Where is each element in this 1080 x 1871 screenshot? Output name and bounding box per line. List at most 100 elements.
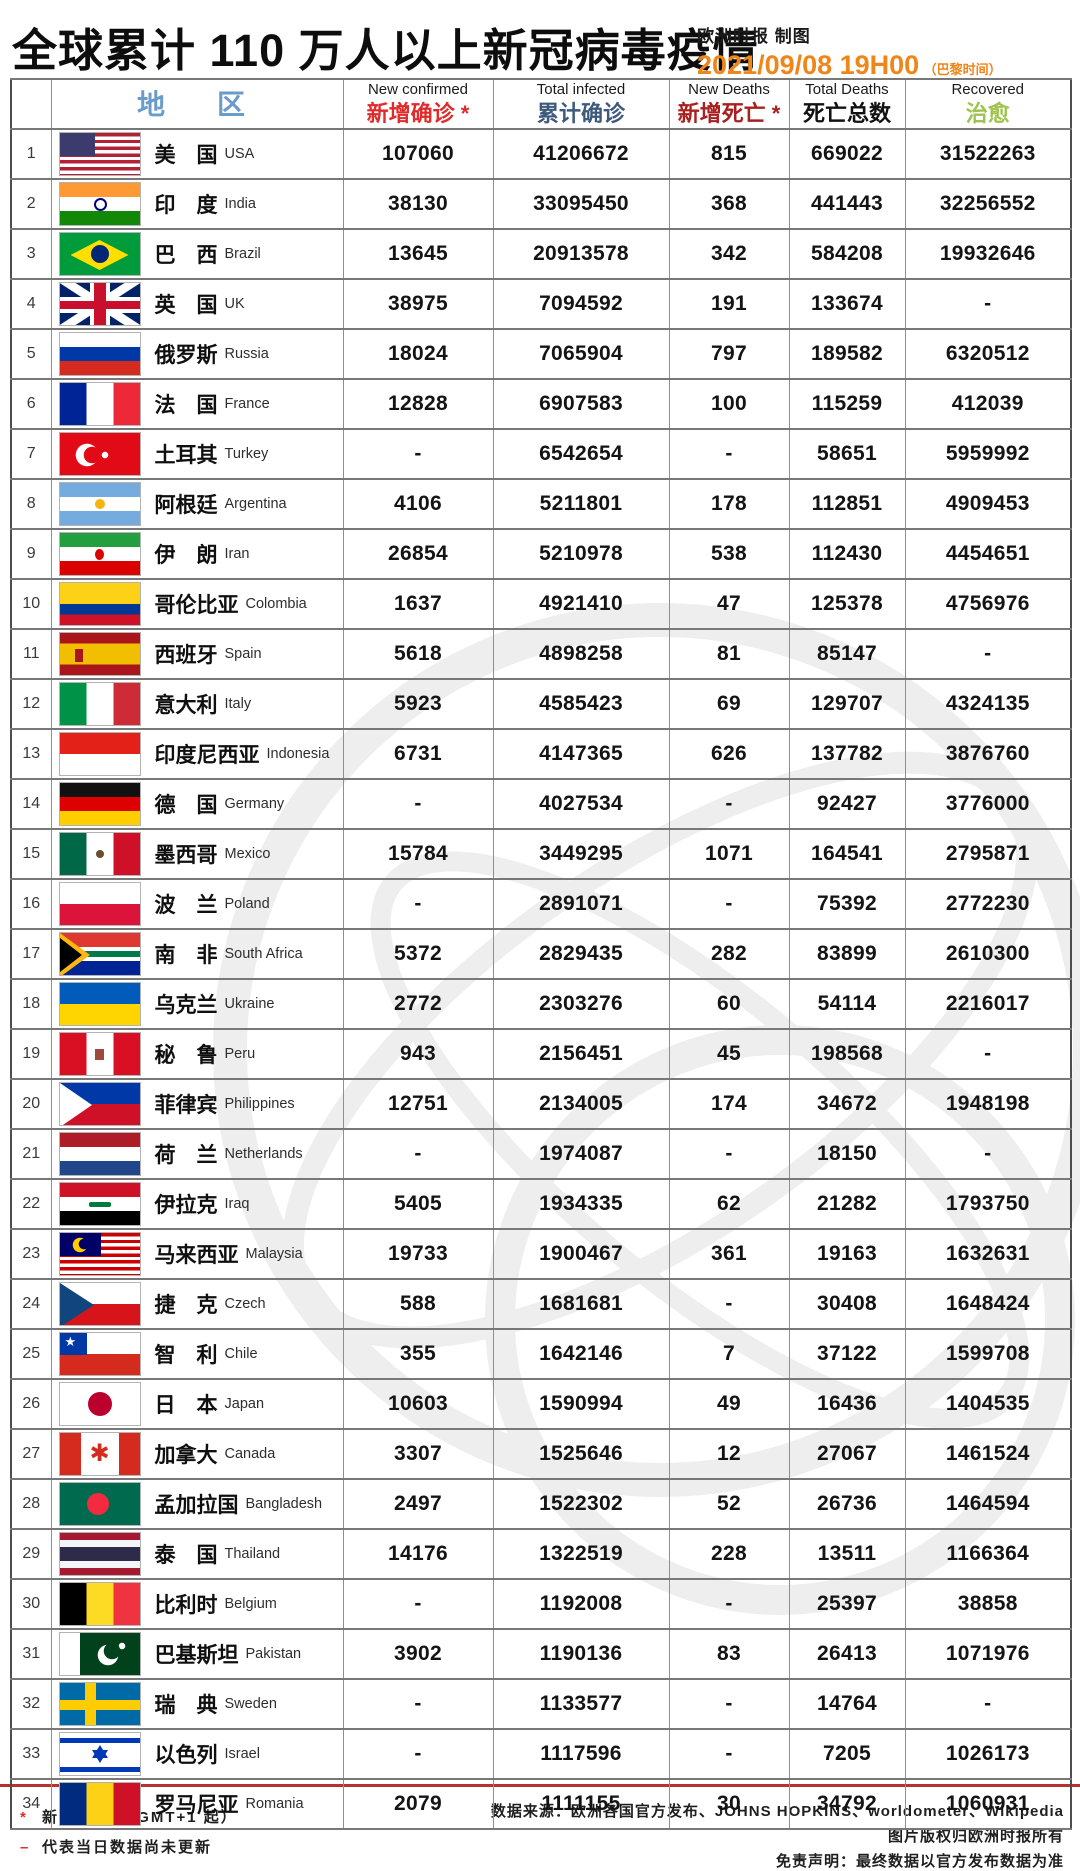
table-header-row: 地 区 New confirmed 新增确诊 * Total infected … bbox=[10, 78, 1072, 130]
new-deaths-value: 60 bbox=[668, 978, 790, 1030]
total-infected-value: 2303276 bbox=[492, 978, 670, 1030]
new-confirmed-value: 12828 bbox=[342, 378, 494, 430]
rank: 30 bbox=[22, 1595, 41, 1612]
country-name-en: Spain bbox=[224, 646, 262, 662]
country-flag-icon bbox=[58, 1682, 141, 1726]
total-infected-value: 1642146 bbox=[492, 1328, 670, 1380]
recovered-value: 4756976 bbox=[904, 578, 1072, 630]
recovered-value: 3776000 bbox=[904, 778, 1072, 830]
recovered-value: 38858 bbox=[904, 1578, 1072, 1630]
region-cell: 孟加拉国 Bangladesh bbox=[50, 1478, 344, 1530]
rank: 29 bbox=[22, 1545, 41, 1562]
rank-cell: 12 bbox=[10, 678, 52, 730]
country-name-en: Israel bbox=[224, 1746, 260, 1762]
total-deaths-value: 54114 bbox=[788, 978, 906, 1030]
region-wrap: 俄罗斯 Russia bbox=[52, 332, 343, 376]
total-infected-header-zh: 累计确诊 bbox=[536, 100, 625, 126]
region-wrap: 波 兰 Poland bbox=[52, 882, 343, 926]
rank: 12 bbox=[22, 695, 41, 712]
table-row: 22 伊拉克 Iraq 5405 1934335 62 21282 179375… bbox=[10, 1178, 1072, 1230]
region-header-label: 地 区 bbox=[136, 89, 257, 121]
country-name-en: Germany bbox=[224, 796, 285, 812]
new-deaths-value: - bbox=[668, 1278, 790, 1330]
region-wrap: 乌克兰 Ukraine bbox=[52, 982, 343, 1026]
new-confirmed-value: 19733 bbox=[342, 1228, 494, 1280]
rank-cell: 2 bbox=[10, 178, 52, 230]
country-name-en: Pakistan bbox=[245, 1646, 302, 1662]
dash-symbol: – bbox=[20, 1839, 31, 1856]
recovered-value: 4909453 bbox=[904, 478, 1072, 530]
country-name-zh: 菲律宾 bbox=[154, 1094, 218, 1117]
new-deaths-value: 282 bbox=[668, 928, 790, 980]
region-cell: 意大利 Italy bbox=[50, 678, 344, 730]
recovered-value: 19932646 bbox=[904, 228, 1072, 280]
total-deaths-value: 26736 bbox=[788, 1478, 906, 1530]
rank-cell: 14 bbox=[10, 778, 52, 830]
recovered-value: 4454651 bbox=[904, 528, 1072, 580]
country-name-en: USA bbox=[224, 146, 255, 162]
rank: 25 bbox=[22, 1345, 41, 1362]
country-name-zh: 巴 西 bbox=[154, 244, 218, 267]
table-row: 13 印度尼西亚 Indonesia 6731 4147365 626 1377… bbox=[10, 728, 1072, 780]
recovered-value: - bbox=[904, 1128, 1072, 1180]
rank-cell: 15 bbox=[10, 828, 52, 880]
country-name-zh: 秘 鲁 bbox=[154, 1044, 218, 1067]
new-confirmed-value: 3307 bbox=[342, 1428, 494, 1480]
country-name-zh: 以色列 bbox=[154, 1744, 218, 1767]
country-name-en: Peru bbox=[224, 1046, 256, 1062]
table-row: 20 菲律宾 Philippines 12751 2134005 174 346… bbox=[10, 1078, 1072, 1130]
page-title: 全球累计 110 万人以上新冠病毒疫情 bbox=[12, 25, 759, 76]
region-wrap: 哥伦比亚 Colombia bbox=[52, 582, 343, 626]
country-flag-icon bbox=[58, 782, 141, 826]
country-flag-icon bbox=[58, 1482, 141, 1526]
total-infected-value: 1934335 bbox=[492, 1178, 670, 1230]
rank: 22 bbox=[22, 1195, 41, 1212]
rank: 28 bbox=[22, 1495, 41, 1512]
new-confirmed-value: - bbox=[342, 1578, 494, 1630]
country-name-en: Philippines bbox=[224, 1096, 295, 1112]
recovered-value: - bbox=[904, 1678, 1072, 1730]
total-infected-value: 20913578 bbox=[492, 228, 670, 280]
new-confirmed-value: 2079 bbox=[342, 1778, 494, 1830]
region-cell: 土耳其 Turkey bbox=[50, 428, 344, 480]
table-row: 21 荷 兰 Netherlands - 1974087 - 18150 - bbox=[10, 1128, 1072, 1180]
rank-cell: 28 bbox=[10, 1478, 52, 1530]
rank: 19 bbox=[22, 1045, 41, 1062]
country-name-zh: 瑞 典 bbox=[154, 1694, 218, 1717]
country-name-zh: 罗马尼亚 bbox=[154, 1794, 239, 1817]
country-name-zh: 西班牙 bbox=[154, 644, 218, 667]
new-deaths-value: - bbox=[668, 778, 790, 830]
region-wrap: 土耳其 Turkey bbox=[52, 432, 343, 476]
new-confirmed-value: 5923 bbox=[342, 678, 494, 730]
region-cell: 法 国 France bbox=[50, 378, 344, 430]
country-name-en: Canada bbox=[224, 1446, 276, 1462]
rank-cell: 16 bbox=[10, 878, 52, 930]
credit-block: 欧洲时报 制图 2021/09/08 19H00 （巴黎时间） bbox=[697, 22, 1002, 81]
region-cell: 英 国 UK bbox=[50, 278, 344, 330]
country-flag-icon bbox=[58, 482, 141, 526]
total-infected-value: 1900467 bbox=[492, 1228, 670, 1280]
country-name-zh: 墨西哥 bbox=[154, 844, 218, 867]
table-row: 19 秘 鲁 Peru 943 2156451 45 198568 - bbox=[10, 1028, 1072, 1080]
country-name-en: Bangladesh bbox=[245, 1496, 323, 1512]
new-deaths-header: New Deaths 新增死亡 * bbox=[668, 78, 790, 130]
country-name-zh: 孟加拉国 bbox=[154, 1494, 239, 1517]
total-deaths-value: 669022 bbox=[788, 128, 906, 180]
new-deaths-value: 797 bbox=[668, 328, 790, 380]
new-confirmed-value: 14176 bbox=[342, 1528, 494, 1580]
new-confirmed-value: 107060 bbox=[342, 128, 494, 180]
country-name-zh: 阿根廷 bbox=[154, 494, 218, 517]
rank: 23 bbox=[22, 1245, 41, 1262]
recovered-header: Recovered 治愈 bbox=[904, 78, 1072, 130]
rank-cell: 8 bbox=[10, 478, 52, 530]
country-name-en: Italy bbox=[224, 696, 252, 712]
country-flag-icon bbox=[58, 832, 141, 876]
new-confirmed-header-en: New confirmed bbox=[367, 81, 469, 99]
recovered-value: 1793750 bbox=[904, 1178, 1072, 1230]
recovered-value: 4324135 bbox=[904, 678, 1072, 730]
rank: 14 bbox=[22, 795, 41, 812]
rank-cell: 33 bbox=[10, 1728, 52, 1780]
region-wrap: 意大利 Italy bbox=[52, 682, 343, 726]
total-infected-value: 2156451 bbox=[492, 1028, 670, 1080]
country-flag-icon bbox=[58, 532, 141, 576]
